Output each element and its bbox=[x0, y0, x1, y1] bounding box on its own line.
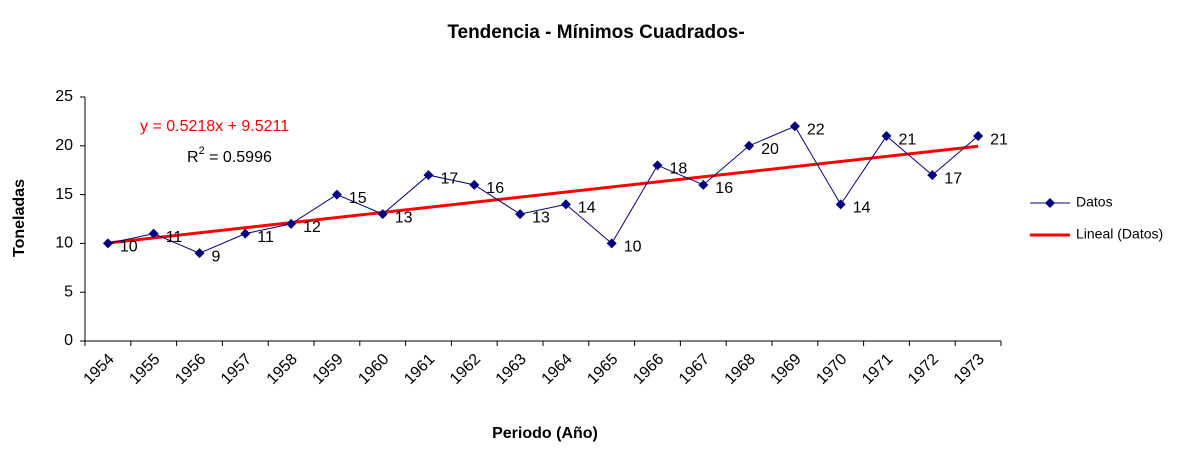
x-tick-label: 1969 bbox=[768, 351, 805, 388]
x-tick-label: 1966 bbox=[630, 351, 667, 388]
data-point bbox=[606, 238, 617, 249]
r2-sup: 2 bbox=[199, 145, 205, 157]
x-tick-label: 1958 bbox=[264, 351, 301, 388]
x-tick-label: 1962 bbox=[447, 351, 484, 388]
data-label: 21 bbox=[990, 131, 1008, 148]
data-point bbox=[927, 170, 938, 181]
data-point bbox=[423, 170, 434, 181]
data-point bbox=[881, 131, 892, 142]
data-point bbox=[652, 160, 663, 171]
y-tick-label: 15 bbox=[55, 186, 73, 203]
data-label: 22 bbox=[807, 121, 825, 138]
data-label: 11 bbox=[257, 229, 274, 246]
x-tick-label: 1973 bbox=[951, 351, 988, 388]
data-label: 17 bbox=[441, 170, 459, 187]
x-tick-label: 1970 bbox=[813, 351, 850, 388]
data-label: 16 bbox=[715, 180, 733, 197]
data-point bbox=[515, 209, 526, 220]
data-label: 21 bbox=[899, 131, 917, 148]
data-point bbox=[789, 121, 800, 132]
x-tick-label: 1959 bbox=[310, 351, 347, 388]
data-label: 10 bbox=[120, 239, 138, 256]
x-tick-label: 1963 bbox=[493, 351, 530, 388]
x-axis-label: Periodo (Año) bbox=[492, 425, 598, 442]
chart-title: Tendencia - Mínimos Cuadrados- bbox=[447, 22, 744, 43]
data-label: 14 bbox=[578, 200, 596, 217]
r2-label: R bbox=[187, 149, 199, 166]
data-label: 13 bbox=[395, 209, 413, 226]
data-point bbox=[148, 228, 159, 239]
data-label: 15 bbox=[349, 190, 367, 207]
data-point bbox=[973, 131, 984, 142]
x-tick-label: 1968 bbox=[722, 351, 759, 388]
data-label: 16 bbox=[486, 180, 504, 197]
data-label: 10 bbox=[624, 239, 642, 256]
data-point bbox=[331, 189, 342, 200]
x-tick-label: 1972 bbox=[905, 351, 942, 388]
data-point bbox=[377, 209, 388, 220]
data-label: 14 bbox=[853, 200, 871, 217]
data-point bbox=[560, 199, 571, 210]
data-label: 9 bbox=[212, 248, 221, 265]
data-label: 12 bbox=[303, 219, 321, 236]
data-point bbox=[698, 179, 709, 190]
data-label: 18 bbox=[670, 161, 688, 178]
x-tick-label: 1954 bbox=[81, 351, 118, 388]
y-tick-label: 20 bbox=[55, 137, 73, 154]
r2-text: = 0.5996 bbox=[205, 149, 272, 166]
data-point bbox=[286, 218, 297, 229]
x-tick-label: 1960 bbox=[355, 351, 392, 388]
x-tick-label: 1957 bbox=[218, 351, 255, 388]
y-tick-label: 5 bbox=[64, 283, 73, 300]
data-point bbox=[469, 179, 480, 190]
x-tick-label: 1955 bbox=[126, 351, 163, 388]
x-tick-label: 1961 bbox=[401, 351, 438, 388]
legend-label: Datos bbox=[1076, 194, 1113, 210]
data-label: 11 bbox=[166, 229, 183, 246]
x-tick-label: 1964 bbox=[539, 351, 576, 388]
data-line bbox=[107, 125, 979, 254]
x-tick-label: 1965 bbox=[584, 351, 621, 388]
trendline bbox=[107, 144, 979, 245]
r-squared: R2 = 0.5996 bbox=[187, 145, 272, 166]
data-label: 17 bbox=[944, 170, 962, 187]
trend-equation: y = 0.5218x + 9.5211 bbox=[140, 118, 289, 135]
data-point bbox=[194, 248, 205, 259]
legend-label: Lineal (Datos) bbox=[1076, 226, 1163, 242]
y-axis-label: Toneladas bbox=[11, 179, 28, 257]
x-tick-label: 1956 bbox=[172, 351, 209, 388]
data-point bbox=[744, 140, 755, 151]
data-label: 20 bbox=[761, 141, 779, 158]
y-tick-label: 10 bbox=[55, 235, 73, 252]
data-point bbox=[102, 238, 113, 249]
data-point bbox=[240, 228, 251, 239]
data-label: 13 bbox=[532, 209, 550, 226]
data-point bbox=[835, 199, 846, 210]
y-tick-label: 0 bbox=[64, 332, 73, 349]
x-tick-label: 1971 bbox=[859, 351, 896, 388]
x-tick-label: 1967 bbox=[676, 351, 713, 388]
y-tick-label: 25 bbox=[55, 88, 73, 105]
legend-marker bbox=[1045, 198, 1055, 208]
